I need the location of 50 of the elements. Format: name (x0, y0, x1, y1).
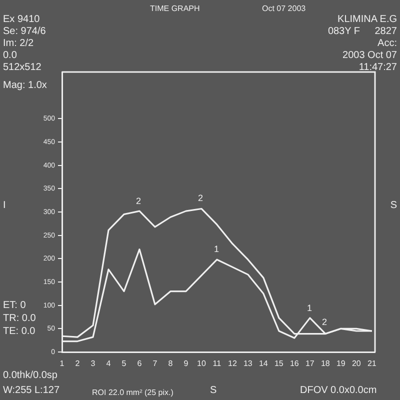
text: ROI 22.0 mm² (25 pix.) (92, 387, 174, 398)
x-tick-label: 3 (90, 359, 96, 368)
x-tick-label: 4 (106, 359, 112, 368)
chart-title: TIME GRAPH (150, 3, 200, 14)
chart-subtitle: Oct 07 2003 (262, 3, 306, 14)
x-tick-label: 18 (320, 359, 330, 368)
x-tick-label: 10 (197, 359, 206, 368)
series-label: 1 (307, 303, 312, 314)
text: Im: 2/2 (3, 38, 34, 49)
text: TR: 0.0 (3, 313, 36, 324)
x-tick-label: 17 (305, 359, 315, 368)
text: DFOV 0.0x0.0cm (300, 385, 377, 396)
text: 083Y F (328, 26, 360, 37)
x-tick-label: 5 (122, 359, 127, 368)
text: 0.0thk/0.0sp (3, 370, 58, 381)
x-tick-label: 9 (184, 359, 189, 368)
text: Acc: (378, 38, 397, 49)
text: TE: 0.0 (3, 326, 36, 337)
annotation: 2 (198, 193, 204, 204)
text: Ex 9410 (3, 14, 40, 25)
x-tick-label: 13 (243, 359, 253, 368)
x-tick-label: 8 (168, 359, 174, 368)
annotation: 1 (214, 244, 220, 255)
text: 512x512 (3, 62, 42, 73)
x-tick-label: 11 (212, 359, 222, 368)
x-tick-label: 21 (367, 359, 377, 368)
annotation: 2 (322, 317, 328, 328)
text: I (3, 200, 6, 211)
text: 0.0 (3, 50, 17, 61)
text: Se: 974/6 (3, 26, 46, 37)
series-label: 2 (136, 196, 142, 207)
x-tick-label: 2 (75, 359, 80, 368)
text: W:255 L:127 (3, 385, 60, 396)
x-tick-label: 7 (152, 359, 158, 368)
text: S (210, 385, 217, 396)
x-tick-label: 6 (137, 359, 142, 368)
x-tick-label: 15 (274, 359, 284, 368)
text: 2827 (374, 26, 397, 37)
x-tick-label: 20 (352, 359, 362, 368)
x-tick-label: 16 (290, 359, 300, 368)
text: Mag: 1.0x (3, 80, 47, 91)
text: ET: 0 (3, 300, 26, 311)
text: KLIMINA E.G (338, 14, 397, 25)
text: S (390, 200, 397, 211)
x-tick-label: 12 (228, 359, 238, 368)
x-tick-label: 19 (336, 359, 346, 368)
annotation: 11:47:27 (358, 62, 397, 73)
x-tick-label: 14 (258, 359, 268, 368)
x-tick-label: 1 (60, 359, 65, 368)
text: 2003 Oct 07 (342, 50, 397, 61)
